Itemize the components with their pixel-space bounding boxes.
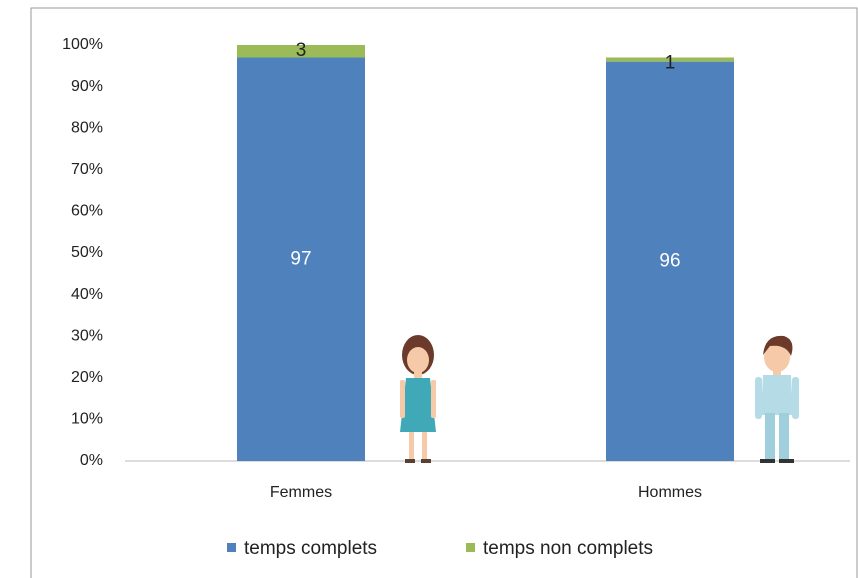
girl-icon (400, 335, 436, 463)
bar-segment (237, 45, 365, 58)
y-tick-label: 100% (62, 36, 103, 53)
boy-icon (755, 335, 799, 463)
legend-swatch (466, 543, 475, 552)
y-tick-label: 30% (71, 327, 103, 344)
bar-segment (606, 57, 734, 62)
data-label: 1 (665, 52, 676, 73)
x-tick-label: Femmes (270, 484, 332, 501)
legend-swatch (227, 543, 236, 552)
y-tick-label: 50% (71, 244, 103, 261)
data-label: 96 (659, 250, 680, 271)
y-tick-label: 80% (71, 119, 103, 136)
bar-segment (606, 61, 734, 461)
y-tick-label: 40% (71, 286, 103, 303)
bar-segment (237, 57, 365, 461)
data-label: 3 (296, 40, 307, 61)
legend-label: temps non complets (483, 538, 653, 559)
y-tick-label: 70% (71, 161, 103, 178)
y-tick-label: 10% (71, 411, 103, 428)
x-tick-label: Hommes (638, 484, 702, 501)
y-tick-label: 20% (71, 369, 103, 386)
data-label: 97 (290, 248, 311, 269)
y-tick-label: 60% (71, 203, 103, 220)
legend-label: temps complets (244, 538, 377, 559)
y-tick-label: 0% (80, 452, 103, 469)
y-tick-label: 90% (71, 78, 103, 95)
